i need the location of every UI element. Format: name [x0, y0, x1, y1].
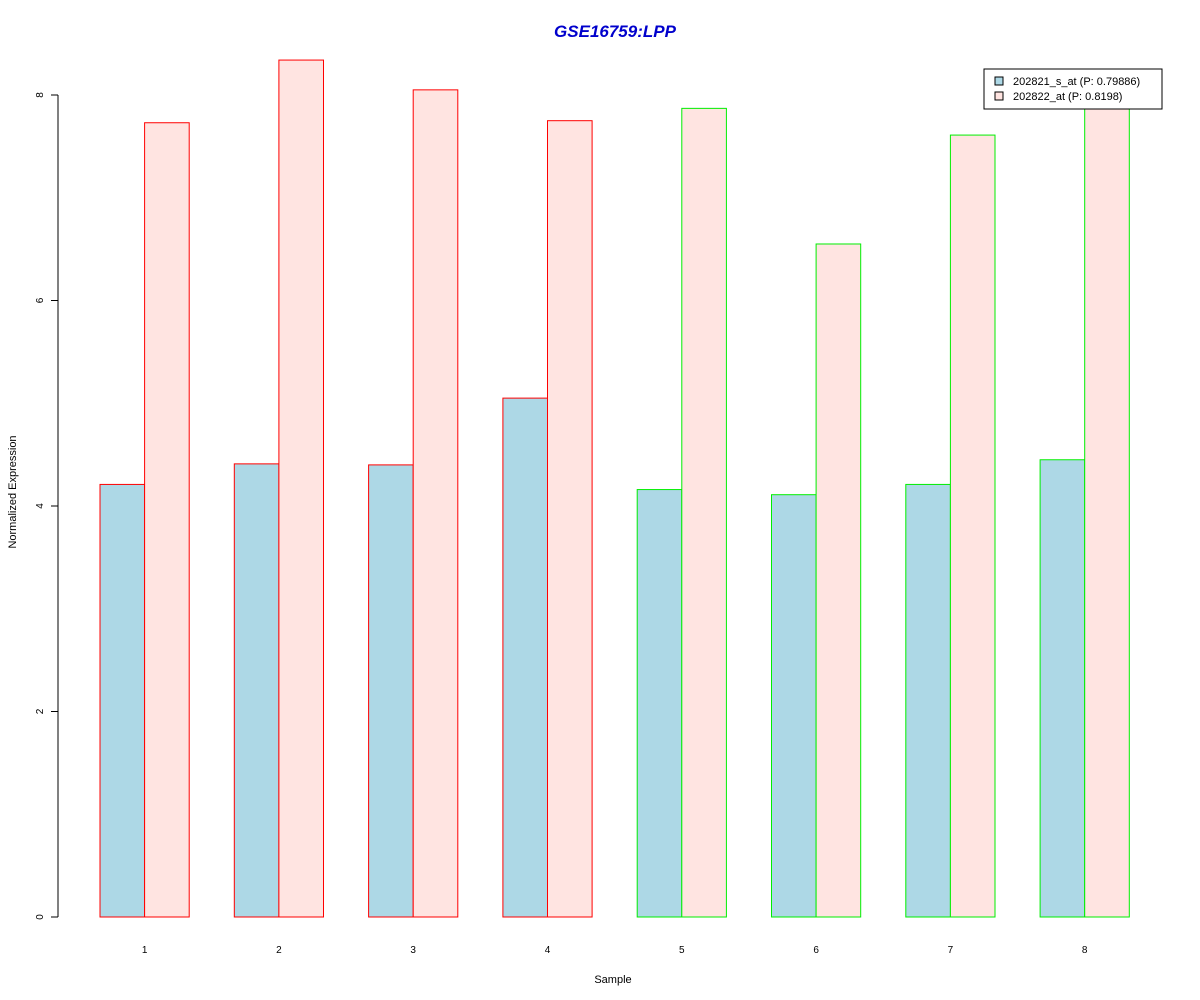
y-axis-label: Normalized Expression	[7, 435, 19, 548]
bar-sample-3-series-2	[412, 89, 459, 918]
bar-sample-8-series-2	[1084, 89, 1130, 918]
bar-sample-4-series-1	[502, 397, 548, 918]
bar-sample-2-series-2	[278, 59, 324, 918]
bar-sample-2-series-1	[233, 463, 280, 918]
bar-sample-7-series-2	[949, 134, 996, 918]
y-tick-label: 2	[35, 708, 46, 714]
bar-sample-3-series-1	[368, 464, 414, 918]
x-tick-label: 2	[276, 945, 282, 956]
legend-label-series-2: 202822_at (P: 0.8198)	[1013, 91, 1122, 103]
y-axis: 0 2 4 6 8	[35, 92, 59, 920]
bar-sample-1-series-2	[144, 122, 190, 918]
bar-sample-7-series-1	[905, 483, 951, 918]
x-tick-label: 8	[1082, 945, 1088, 956]
legend: 202821_s_at (P: 0.79886) 202822_at (P: 0…	[983, 68, 1163, 110]
y-tick-label: 0	[35, 914, 46, 920]
x-tick-label: 7	[948, 945, 954, 956]
x-tick-label: 6	[813, 945, 819, 956]
bar-sample-8-series-1	[1039, 459, 1086, 918]
x-tick-label: 4	[545, 945, 551, 956]
legend-swatch-series-1	[994, 76, 1004, 86]
y-tick-label: 6	[35, 297, 46, 303]
bar-sample-6-series-1	[771, 494, 817, 918]
y-tick-label: 8	[35, 92, 46, 98]
bar-sample-5-series-2	[681, 107, 727, 918]
bar-sample-5-series-1	[636, 489, 683, 918]
x-axis-label: Sample	[594, 974, 631, 986]
x-tick-label: 5	[679, 945, 685, 956]
x-tick-label: 3	[410, 945, 416, 956]
legend-label-series-1: 202821_s_at (P: 0.79886)	[1013, 76, 1140, 88]
bar-sample-4-series-2	[547, 120, 593, 918]
bar-sample-1-series-1	[99, 483, 146, 918]
legend-swatch-series-2	[994, 91, 1004, 101]
x-tick-labels: 1 2 3 4 5 6 7 8	[142, 945, 1088, 956]
chart-title: GSE16759:LPP	[554, 22, 677, 41]
y-tick-label: 4	[35, 503, 46, 509]
legend-box	[983, 68, 1163, 110]
bar-sample-6-series-2	[815, 243, 862, 918]
x-tick-label: 1	[142, 945, 148, 956]
bars-group	[99, 59, 1130, 918]
